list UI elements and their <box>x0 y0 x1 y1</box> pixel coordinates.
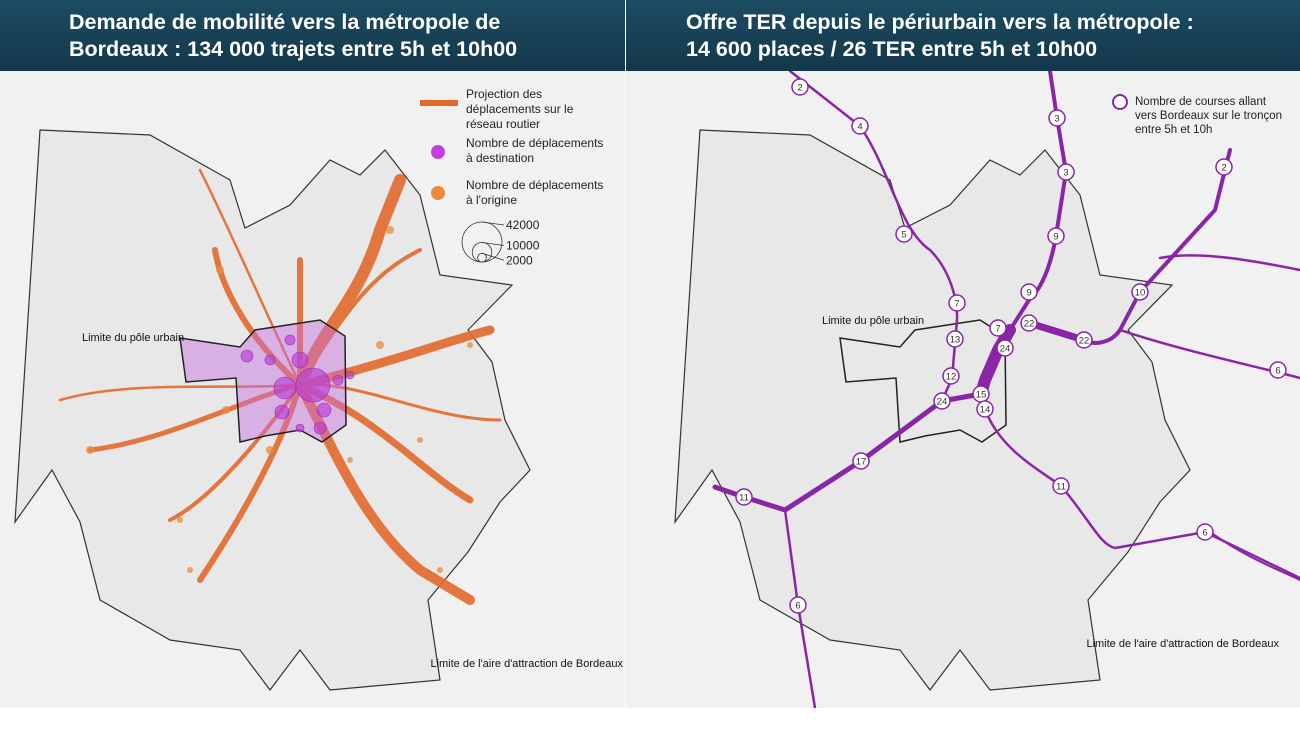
count-label: 22 <box>1024 319 1035 330</box>
count-marker <box>1075 331 1093 349</box>
origin-bubbles <box>86 226 473 573</box>
right-header: Offre TER depuis le périurbain vers la m… <box>626 0 1300 71</box>
count-marker <box>1052 477 1070 495</box>
count-label: 7 <box>995 324 1000 335</box>
count-label: 3 <box>1063 168 1068 179</box>
count-label: 24 <box>937 397 948 408</box>
count-marker <box>1020 314 1038 332</box>
legend-label: vers Bordeaux sur le tronçon <box>1135 110 1282 122</box>
count-label: 13 <box>950 335 961 346</box>
count-label: 7 <box>954 299 959 310</box>
urban-pole-label: Limite du pôle urbain <box>822 315 924 327</box>
count-marker <box>1131 283 1149 301</box>
count-marker <box>1057 163 1075 181</box>
count-label: 5 <box>901 230 906 241</box>
count-marker <box>942 367 960 385</box>
urban-pole-label: Limite du pôle urbain <box>82 332 184 344</box>
count-label: 17 <box>856 457 867 468</box>
legend-road-label: déplacements sur le <box>466 102 574 116</box>
count-marker <box>895 225 913 243</box>
count-label: 22 <box>1079 336 1090 347</box>
legend-size-label: 10000 <box>506 238 540 252</box>
legend-size-leader <box>481 252 505 261</box>
legend-road-label: réseau routier <box>466 117 540 131</box>
count-label: 14 <box>980 405 991 416</box>
attraction-area-label: Limite de l'aire d'attraction de Bordeau… <box>430 658 623 670</box>
count-label: 10 <box>1135 288 1146 299</box>
count-label: 11 <box>1056 482 1066 493</box>
legend-label: Nombre de courses allant <box>1135 96 1267 108</box>
count-label: 4 <box>857 122 862 133</box>
count-label: 24 <box>1000 344 1011 355</box>
count-marker <box>851 117 869 135</box>
legend-origin-label: Nombre de déplacements <box>466 178 603 192</box>
right-title-line: 14 600 places / 26 TER entre 5h et 10h00 <box>686 37 1098 61</box>
right-title-line: Offre TER depuis le périurbain vers la m… <box>686 10 1194 34</box>
count-marker <box>946 330 964 348</box>
count-label: 2 <box>797 83 802 94</box>
left-header: Demande de mobilité vers la métropole de… <box>0 0 625 71</box>
count-label: 3 <box>1054 114 1059 125</box>
left-title-line: Demande de mobilité vers la métropole de <box>69 10 501 34</box>
count-label: 15 <box>976 390 987 401</box>
count-label: 11 <box>739 493 749 504</box>
legend-size-label: 42000 <box>506 218 540 232</box>
count-marker <box>1269 361 1287 379</box>
bottom-margin <box>0 708 1300 731</box>
legend-size-leader <box>481 242 505 246</box>
count-marker <box>852 452 870 470</box>
count-marker <box>933 392 951 410</box>
count-marker <box>1196 523 1214 541</box>
legend-destination-label: à destination <box>466 151 534 165</box>
count-marker <box>789 596 807 614</box>
legend-destination-swatch <box>431 145 445 159</box>
legend-road-label: Projection des <box>466 87 542 101</box>
left-title-line: Bordeaux : 134 000 trajets entre 5h et 1… <box>69 37 518 61</box>
count-label: 6 <box>795 601 800 612</box>
legend-size-leader <box>481 221 505 226</box>
count-marker <box>1048 109 1066 127</box>
legend-origin-label: à l'origine <box>466 193 517 207</box>
count-marker <box>996 339 1014 357</box>
count-label: 6 <box>1275 366 1280 377</box>
count-marker <box>735 488 753 506</box>
legend-size-label: 2000 <box>506 253 533 267</box>
count-label: 12 <box>946 372 957 383</box>
destination-bubbles <box>240 334 355 435</box>
count-marker <box>989 319 1007 337</box>
count-marker <box>1047 227 1065 245</box>
count-marker <box>791 78 809 96</box>
count-marker <box>1020 283 1038 301</box>
count-marker <box>948 294 966 312</box>
attraction-area-label: Limite de l'aire d'attraction de Bordeau… <box>1086 638 1279 650</box>
legend-swatch <box>1112 94 1128 110</box>
count-marker <box>976 400 994 418</box>
count-label: 9 <box>1053 232 1058 243</box>
count-label: 2 <box>1221 163 1226 174</box>
legend-destination-label: Nombre de déplacements <box>466 136 603 150</box>
count-label: 9 <box>1026 288 1031 299</box>
count-label: 6 <box>1202 528 1207 539</box>
legend-label: entre 5h et 10h <box>1135 124 1212 136</box>
legend-origin-swatch <box>431 186 445 200</box>
legend-road-swatch <box>420 100 458 106</box>
count-marker <box>1215 158 1233 176</box>
